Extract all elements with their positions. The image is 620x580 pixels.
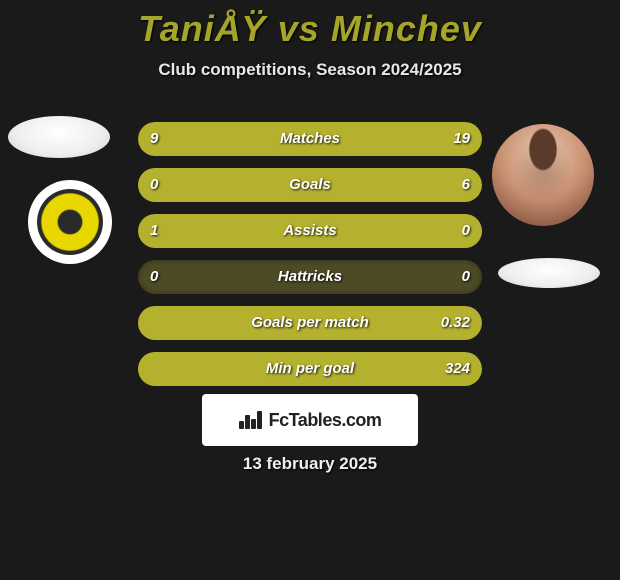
stat-bar: Goals per match0.32 bbox=[138, 306, 482, 340]
stat-bar-value-left: 0 bbox=[150, 168, 158, 202]
player-right-avatar bbox=[492, 124, 594, 226]
stat-bar: Min per goal324 bbox=[138, 352, 482, 386]
stat-bar-label: Matches bbox=[138, 122, 482, 156]
stat-bar-value-left: 0 bbox=[150, 260, 158, 294]
stat-bar-value-right: 6 bbox=[462, 168, 470, 202]
stat-bars: Matches919Goals06Assists10Hattricks00Goa… bbox=[138, 122, 482, 398]
stat-bar: Goals0 6 bbox=[138, 168, 482, 202]
page-subtitle: Club competitions, Season 2024/2025 bbox=[0, 60, 620, 80]
stat-bar-label: Hattricks bbox=[138, 260, 482, 294]
player-left-avatar bbox=[8, 116, 110, 158]
stat-bar-label: Assists bbox=[138, 214, 482, 248]
stat-bar-label: Goals bbox=[138, 168, 482, 202]
club-right-badge bbox=[498, 258, 600, 288]
comparison-card: TaniÅŸ vs Minchev Club competitions, Sea… bbox=[0, 0, 620, 580]
stat-bar-value-right: 0.32 bbox=[441, 306, 470, 340]
stat-bar: Hattricks0 0 bbox=[138, 260, 482, 294]
stat-bar-label: Min per goal bbox=[138, 352, 482, 386]
stat-bar-label: Goals per match bbox=[138, 306, 482, 340]
date-label: 13 february 2025 bbox=[0, 454, 620, 474]
stat-bar-value-right: 19 bbox=[453, 122, 470, 156]
stat-bar-value-left: 9 bbox=[150, 122, 158, 156]
page-title: TaniÅŸ vs Minchev bbox=[0, 0, 620, 50]
club-left-badge-inner bbox=[37, 189, 103, 255]
bars-icon bbox=[239, 411, 263, 429]
club-left-badge bbox=[28, 180, 112, 264]
stat-bar-value-right: 0 bbox=[462, 214, 470, 248]
stat-bar-value-left: 1 bbox=[150, 214, 158, 248]
stat-bar: Matches9 19 bbox=[138, 122, 482, 156]
source-logo: FcTables.com bbox=[202, 394, 418, 446]
stat-bar: Assists1 0 bbox=[138, 214, 482, 248]
stat-bar-value-right: 324 bbox=[445, 352, 470, 386]
source-logo-text: FcTables.com bbox=[269, 410, 382, 431]
stat-bar-value-right: 0 bbox=[462, 260, 470, 294]
